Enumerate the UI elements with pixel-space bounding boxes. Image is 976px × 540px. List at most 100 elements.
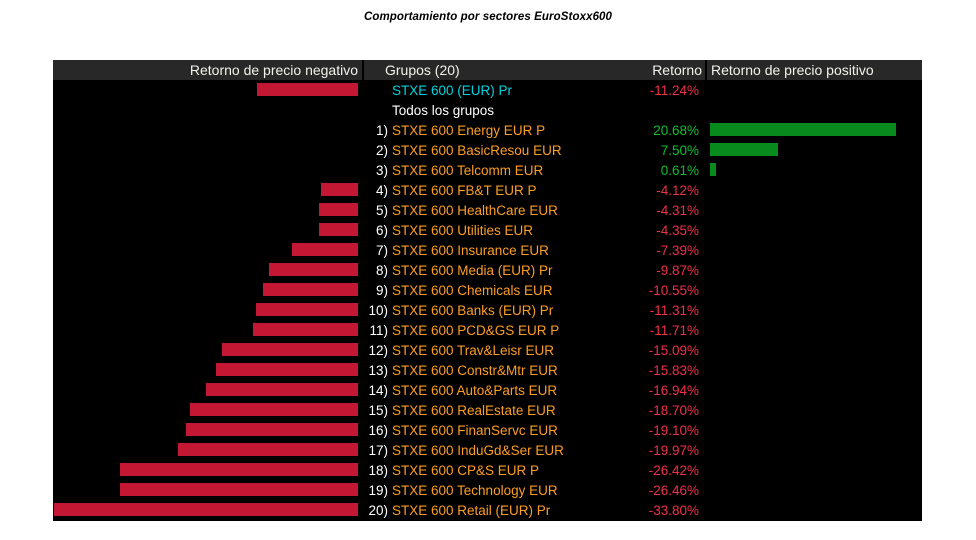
sector-label[interactable]: STXE 600 RealEstate EUR: [392, 402, 556, 418]
negative-bar-area: [53, 460, 360, 480]
sector-label[interactable]: STXE 600 Auto&Parts EUR: [392, 382, 558, 398]
row-label-area: 1) STXE 600 Energy EUR P 20.68%: [360, 120, 707, 140]
sector-label[interactable]: STXE 600 PCD&GS EUR P: [392, 322, 560, 338]
positive-bar-area: [707, 140, 922, 160]
row-rank: 8): [375, 262, 388, 278]
return-value: -10.55%: [648, 282, 699, 298]
return-value: -15.09%: [648, 342, 699, 358]
positive-return-bar: [710, 163, 716, 176]
row-rank: 13): [368, 362, 388, 378]
sector-row[interactable]: 19) STXE 600 Technology EUR -26.46%: [53, 480, 922, 500]
row-label-area: 4) STXE 600 FB&T EUR P -4.12%: [360, 180, 707, 200]
negative-return-bar: [318, 223, 358, 236]
sector-row[interactable]: 12) STXE 600 Trav&Leisr EUR -15.09%: [53, 340, 922, 360]
positive-bar-area: [707, 320, 922, 340]
negative-bar-area: [53, 280, 360, 300]
row-label-area: 19) STXE 600 Technology EUR -26.46%: [360, 480, 707, 500]
positive-bar-area: [707, 240, 922, 260]
return-value: -4.35%: [656, 222, 699, 238]
sector-row[interactable]: 14) STXE 600 Auto&Parts EUR -16.94%: [53, 380, 922, 400]
row-label-area: 11) STXE 600 PCD&GS EUR P -11.71%: [360, 320, 707, 340]
sector-row[interactable]: 2) STXE 600 BasicResou EUR 7.50%: [53, 140, 922, 160]
return-value: 0.61%: [660, 162, 699, 178]
positive-bar-area: [707, 400, 922, 420]
header-return: Retorno: [615, 60, 705, 80]
row-rank: 19): [368, 482, 388, 498]
sector-row[interactable]: 8) STXE 600 Media (EUR) Pr -9.87%: [53, 260, 922, 280]
negative-bar-area: [53, 300, 360, 320]
positive-return-bar: [710, 143, 778, 156]
sector-row[interactable]: 6) STXE 600 Utilities EUR -4.35%: [53, 220, 922, 240]
sector-row[interactable]: 11) STXE 600 PCD&GS EUR P -11.71%: [53, 320, 922, 340]
row-rank: 5): [375, 202, 388, 218]
negative-bar-area: [53, 180, 360, 200]
row-label-area: 20) STXE 600 Retail (EUR) Pr -33.80%: [360, 500, 707, 520]
positive-bar-area: [707, 260, 922, 280]
sector-label[interactable]: STXE 600 Banks (EUR) Pr: [392, 302, 554, 318]
sector-row[interactable]: 17) STXE 600 InduGd&Ser EUR -19.97%: [53, 440, 922, 460]
return-value: -26.42%: [648, 462, 699, 478]
sector-row[interactable]: 1) STXE 600 Energy EUR P 20.68%: [53, 120, 922, 140]
return-value: -11.31%: [649, 302, 699, 318]
row-rank: 1): [375, 122, 388, 138]
sector-label[interactable]: STXE 600 Constr&Mtr EUR: [392, 362, 558, 378]
negative-return-bar: [291, 243, 358, 256]
sector-label[interactable]: STXE 600 Utilities EUR: [392, 222, 534, 238]
return-value: -11.71%: [649, 322, 699, 338]
negative-return-bar: [189, 403, 358, 416]
sector-label[interactable]: STXE 600 FB&T EUR P: [392, 182, 537, 198]
negative-return-bar: [178, 443, 358, 456]
column-header-row: Retorno de precio negativo Grupos (20) R…: [53, 60, 922, 80]
row-label-area: 10) STXE 600 Banks (EUR) Pr -11.31%: [360, 300, 707, 320]
sector-label[interactable]: STXE 600 Energy EUR P: [392, 122, 546, 138]
sector-row[interactable]: 3) STXE 600 Telcomm EUR 0.61%: [53, 160, 922, 180]
sector-row[interactable]: 5) STXE 600 HealthCare EUR -4.31%: [53, 200, 922, 220]
negative-bar-area: [53, 160, 360, 180]
rows-container: STXE 600 (EUR) Pr -11.24% Todos los grup…: [53, 80, 922, 520]
sector-label[interactable]: STXE 600 BasicResou EUR: [392, 142, 562, 158]
sector-label[interactable]: STXE 600 Technology EUR: [392, 482, 558, 498]
positive-bar-area: [707, 100, 922, 120]
positive-bar-area: [707, 200, 922, 220]
positive-bar-area: [707, 180, 922, 200]
sector-row[interactable]: 4) STXE 600 FB&T EUR P -4.12%: [53, 180, 922, 200]
sector-row[interactable]: 15) STXE 600 RealEstate EUR -18.70%: [53, 400, 922, 420]
return-value: -26.46%: [648, 482, 699, 498]
sector-label[interactable]: STXE 600 Media (EUR) Pr: [392, 262, 553, 278]
sector-label[interactable]: Todos los grupos: [392, 102, 495, 118]
sector-row[interactable]: 20) STXE 600 Retail (EUR) Pr -33.80%: [53, 500, 922, 520]
negative-return-bar: [252, 323, 358, 336]
sector-label[interactable]: STXE 600 Retail (EUR) Pr: [392, 502, 551, 518]
sector-label[interactable]: STXE 600 Insurance EUR: [392, 242, 549, 258]
sector-label[interactable]: STXE 600 Trav&Leisr EUR: [392, 342, 555, 358]
negative-bar-area: [53, 80, 360, 100]
positive-bar-area: [707, 460, 922, 480]
sector-row[interactable]: 16) STXE 600 FinanServc EUR -19.10%: [53, 420, 922, 440]
return-value: -33.80%: [648, 502, 699, 518]
row-rank: 4): [375, 182, 388, 198]
sector-row[interactable]: 7) STXE 600 Insurance EUR -7.39%: [53, 240, 922, 260]
row-rank: 16): [368, 422, 388, 438]
sector-label[interactable]: STXE 600 InduGd&Ser EUR: [392, 442, 564, 458]
sector-label[interactable]: STXE 600 (EUR) Pr: [392, 82, 513, 98]
row-label-area: 2) STXE 600 BasicResou EUR 7.50%: [360, 140, 707, 160]
sector-row[interactable]: 9) STXE 600 Chemicals EUR -10.55%: [53, 280, 922, 300]
sector-label[interactable]: STXE 600 HealthCare EUR: [392, 202, 558, 218]
positive-bar-area: [707, 80, 922, 100]
sector-label[interactable]: STXE 600 Chemicals EUR: [392, 282, 553, 298]
sector-label[interactable]: STXE 600 Telcomm EUR: [392, 162, 544, 178]
sector-row[interactable]: STXE 600 (EUR) Pr -11.24%: [53, 80, 922, 100]
header-groups: Grupos (20): [364, 60, 615, 80]
negative-bar-area: [53, 140, 360, 160]
page-title: Comportamiento por sectores EuroStoxx600: [363, 11, 613, 23]
sector-label[interactable]: STXE 600 CP&S EUR P: [392, 462, 540, 478]
sector-row[interactable]: 10) STXE 600 Banks (EUR) Pr -11.31%: [53, 300, 922, 320]
positive-bar-area: [707, 340, 922, 360]
header-divider: [705, 60, 707, 80]
sector-label[interactable]: STXE 600 FinanServc EUR: [392, 422, 558, 438]
sector-row[interactable]: 13) STXE 600 Constr&Mtr EUR -15.83%: [53, 360, 922, 380]
sector-row[interactable]: Todos los grupos: [53, 100, 922, 120]
row-rank: 11): [369, 322, 388, 338]
negative-bar-area: [53, 400, 360, 420]
sector-row[interactable]: 18) STXE 600 CP&S EUR P -26.42%: [53, 460, 922, 480]
